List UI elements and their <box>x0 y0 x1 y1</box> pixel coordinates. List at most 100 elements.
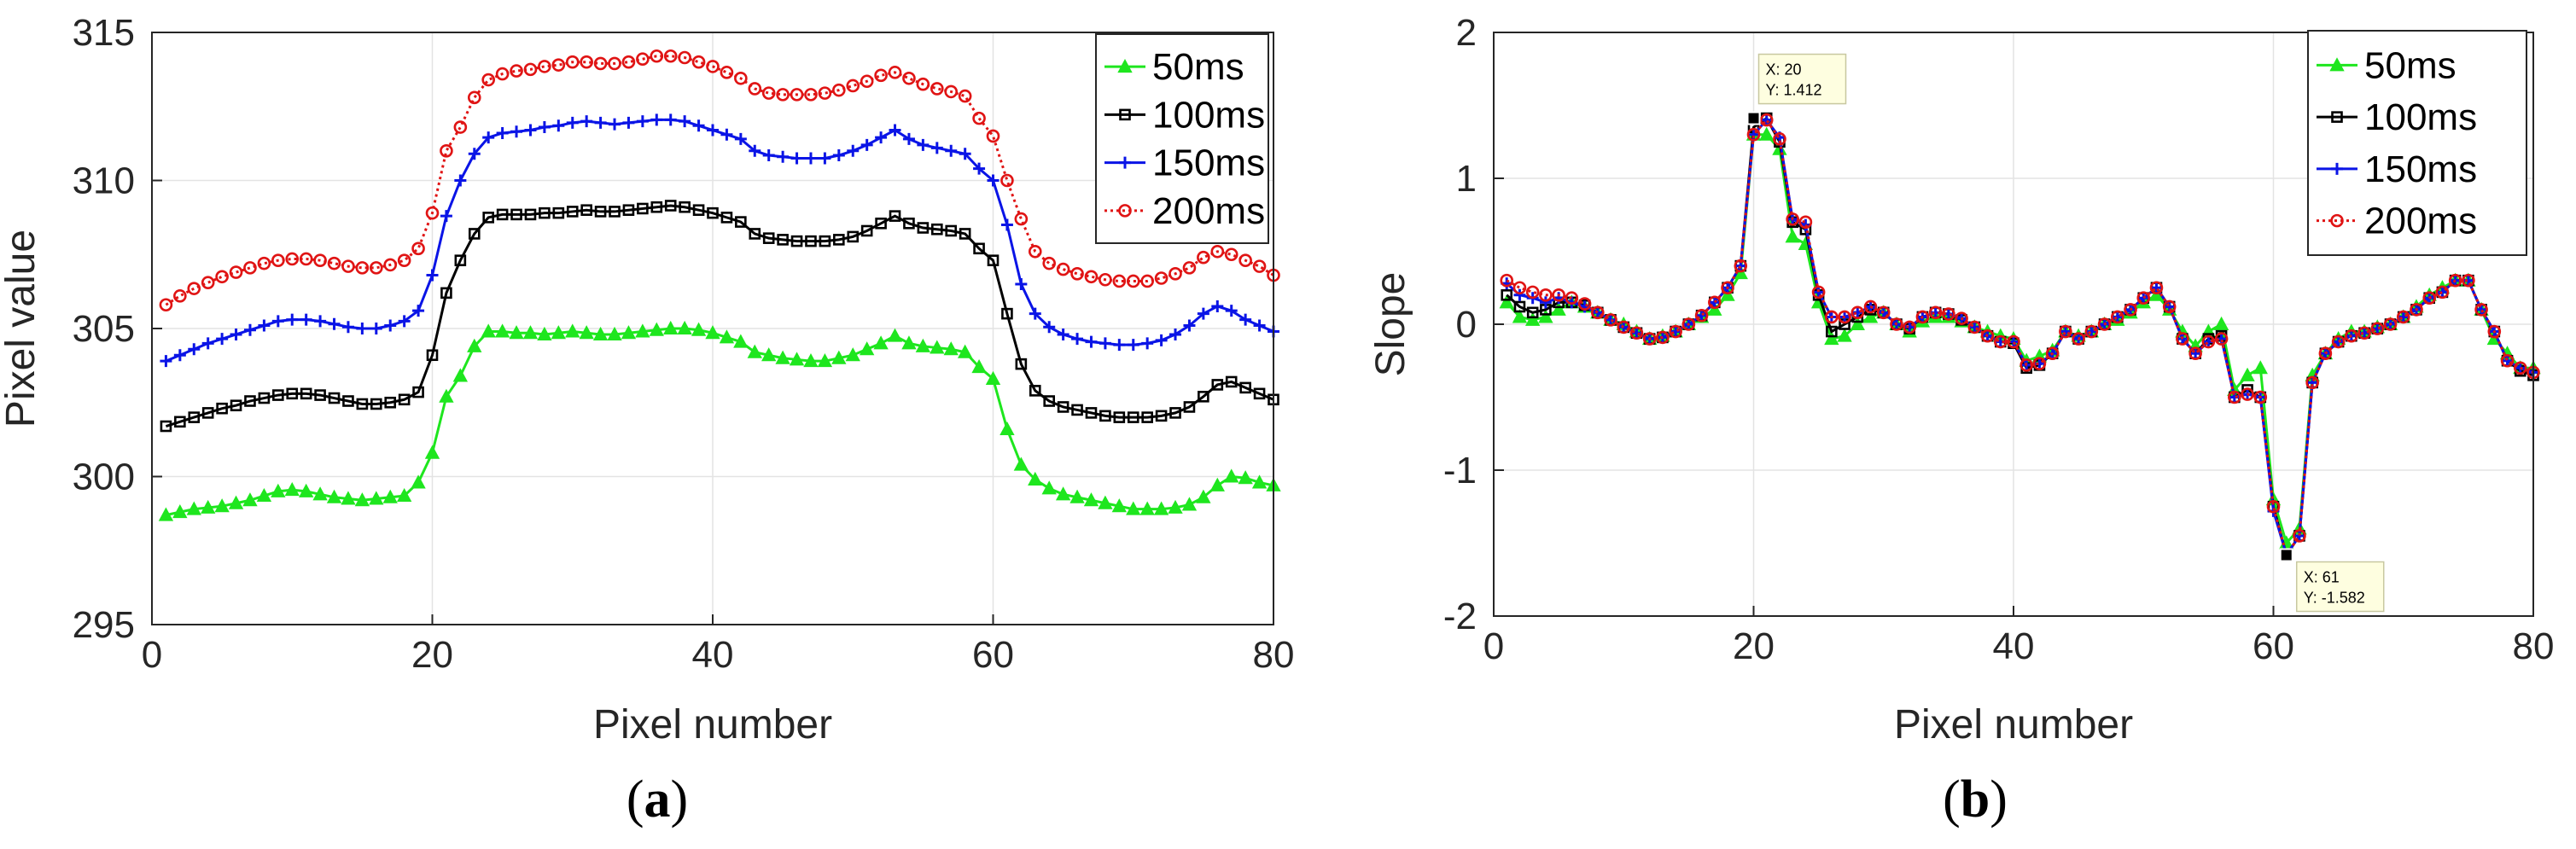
data-point-50ms-32 <box>592 326 609 340</box>
data-point-200ms-69 <box>2383 317 2398 331</box>
data-point-150ms-11 <box>300 313 312 326</box>
data-point-50ms-8 <box>256 487 272 503</box>
data-point-200ms-39 <box>691 55 706 69</box>
data-point-200ms-14 <box>1669 324 1682 339</box>
data-point-200ms-4 <box>201 276 215 290</box>
data-tip-marker <box>1746 111 1761 125</box>
data-point-200ms-34 <box>1928 305 1943 320</box>
data-point-150ms-48 <box>819 152 831 165</box>
data-point-200ms-2 <box>173 289 187 303</box>
data-point-150ms-9 <box>271 315 284 328</box>
data-point-100ms-76 <box>1211 379 1224 391</box>
data-point-150ms-4 <box>1539 296 1552 309</box>
data-point-200ms-74 <box>2448 273 2462 288</box>
data-point-50ms-57 <box>943 341 959 356</box>
data-point-200ms-57 <box>2228 390 2241 404</box>
data-point-50ms-60 <box>985 370 1001 385</box>
data-point-200ms-70 <box>2396 310 2410 324</box>
data-point-150ms-68 <box>1099 337 1111 350</box>
data-point-200ms-13 <box>327 256 341 270</box>
y-tick-label: -2 <box>1443 596 1477 637</box>
data-point-200ms-19 <box>1734 259 1748 273</box>
data-point-100ms-66 <box>1071 404 1083 416</box>
data-point-100ms-49 <box>833 234 845 246</box>
data-point-150ms-60 <box>987 174 1000 187</box>
data-point-100ms-5 <box>216 402 228 415</box>
data-point-200ms-6 <box>229 265 243 279</box>
data-point-50ms-28 <box>537 326 552 340</box>
data-point-100ms-2 <box>174 416 186 428</box>
data-point-200ms-76 <box>2474 303 2488 317</box>
data-point-200ms-54 <box>902 71 916 85</box>
legend-label-100ms: 100ms <box>2364 96 2477 138</box>
data-point-200ms-10 <box>1617 320 1631 334</box>
data-point-200ms-66 <box>2345 329 2358 343</box>
data-point-150ms-17 <box>1708 296 1721 309</box>
data-point-50ms-72 <box>1153 501 1169 515</box>
data-point-50ms-53 <box>887 328 903 342</box>
data-point-50ms-29 <box>1862 309 1879 323</box>
data-point-200ms-44 <box>2059 324 2072 339</box>
x-tick-label: 0 <box>1483 625 1504 667</box>
data-point-200ms-9 <box>1604 313 1617 327</box>
data-point-200ms-34 <box>621 55 636 69</box>
series-150ms <box>160 113 1279 368</box>
series-200ms <box>159 49 1280 312</box>
data-point-100ms-61 <box>1001 307 1013 320</box>
data-point-100ms-69 <box>1113 411 1126 423</box>
data-point-200ms-37 <box>663 49 678 63</box>
data-point-200ms-62 <box>2293 529 2306 543</box>
data-point-50ms-70 <box>1126 501 1141 515</box>
data-point-50ms-79 <box>1251 474 1268 489</box>
y-tick-label: 310 <box>73 160 135 202</box>
data-point-150ms-41 <box>720 128 733 141</box>
data-point-200ms-44 <box>761 86 776 100</box>
data-point-100ms-28 <box>539 206 551 219</box>
data-point-150ms-32 <box>594 116 607 129</box>
data-point-100ms-40 <box>707 206 719 219</box>
data-point-200ms-46 <box>790 88 804 102</box>
data-point-150ms-6 <box>230 328 242 340</box>
data-point-200ms-6 <box>1565 291 1579 305</box>
data-point-100ms-13 <box>328 392 341 404</box>
data-point-50ms-75 <box>1196 489 1211 503</box>
data-point-200ms-72 <box>2422 291 2436 305</box>
legend: 50ms 100ms 150ms 200ms <box>2307 30 2527 256</box>
data-point-50ms-6 <box>228 495 244 509</box>
data-tip: X: 20 Y: 1.412 <box>1746 53 1847 125</box>
data-point-200ms-27 <box>523 62 538 77</box>
series-100ms <box>160 200 1279 433</box>
y-axis-label: Pixel value <box>0 230 44 427</box>
data-point-150ms-7 <box>243 323 256 336</box>
data-point-100ms-15 <box>356 398 369 410</box>
data-point-100ms-16 <box>370 398 382 410</box>
data-point-100ms-10 <box>286 387 299 400</box>
data-point-150ms-14 <box>1670 325 1682 338</box>
data-point-100ms-4 <box>201 407 214 419</box>
data-point-50ms-52 <box>873 335 889 350</box>
data-point-100ms-2 <box>1513 300 1526 313</box>
data-point-200ms-38 <box>1980 329 1995 343</box>
data-point-200ms-32 <box>1903 320 1916 334</box>
data-point-200ms-59 <box>2253 390 2268 404</box>
data-point-100ms-14 <box>342 395 354 407</box>
data-point-200ms-22 <box>453 120 468 134</box>
y-axis-label: Slope <box>1368 272 1413 377</box>
data-point-150ms-14 <box>341 321 354 334</box>
data-point-50ms-42 <box>733 334 749 348</box>
data-point-150ms-20 <box>1747 128 1760 141</box>
data-point-150ms-26 <box>510 125 523 138</box>
data-point-200ms-32 <box>593 56 608 71</box>
data-point-200ms-65 <box>1056 262 1070 276</box>
data-point-200ms-15 <box>355 261 370 275</box>
data-point-100ms-3 <box>188 411 201 423</box>
data-point-50ms-58 <box>957 344 973 358</box>
data-point-150ms-33 <box>609 118 621 131</box>
data-point-200ms-23 <box>467 90 481 105</box>
data-point-200ms-78 <box>2500 353 2515 368</box>
data-point-50ms-14 <box>341 491 356 505</box>
data-point-150ms-66 <box>1071 333 1084 346</box>
data-point-150ms-73 <box>2436 286 2449 299</box>
legend-marker-50ms <box>1117 59 1133 73</box>
data-point-50ms-51 <box>860 341 875 356</box>
